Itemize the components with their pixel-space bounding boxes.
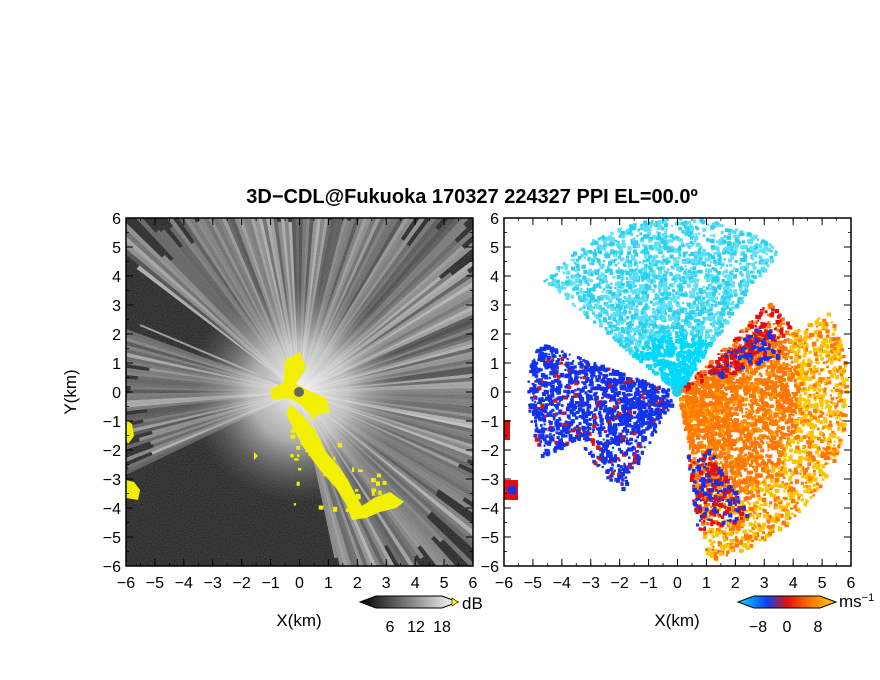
x-tick-label-R-7: 1 bbox=[702, 575, 711, 592]
velocity-colorbar-label: ms−1 bbox=[839, 592, 874, 611]
x-tick-label-L-2: −4 bbox=[175, 575, 193, 592]
intensity-colorbar: 6 12 18 dB bbox=[358, 594, 483, 636]
y-tick-label-R-11: −5 bbox=[481, 530, 499, 547]
y-tick-label-L-1: 5 bbox=[112, 240, 121, 257]
x-tick-label-R-10: 4 bbox=[789, 575, 798, 592]
y-tick-label-L-7: −1 bbox=[103, 414, 121, 431]
x-tick-label-R-5: −1 bbox=[639, 575, 657, 592]
x-tick-label-L-10: 4 bbox=[411, 575, 420, 592]
x-tick-label-L-6: 0 bbox=[295, 575, 304, 592]
right-xlabel: X(km) bbox=[654, 611, 699, 630]
y-tick-label-L-6: 0 bbox=[112, 385, 121, 402]
highlight-regions bbox=[126, 352, 404, 520]
x-tick-label-R-4: −2 bbox=[611, 575, 629, 592]
velocity-colorbar-tick-1: 0 bbox=[783, 619, 792, 636]
velocity-panel: −6 −5 −4 −3 −2 −1 0 1 2 3 4 5 6 6 5 4 3 2 1 0 −1 −2 −3 −4 −5 −6 bbox=[481, 211, 856, 592]
velocity-axes: −6 −5 −4 −3 −2 −1 0 1 2 3 4 5 6 6 5 4 3 2 1 0 −1 −2 −3 −4 −5 −6 bbox=[481, 211, 856, 592]
x-tick-label-L-3: −3 bbox=[204, 575, 222, 592]
left-xlabel: X(km) bbox=[276, 611, 321, 630]
intensity-colorbar-tick-2: 18 bbox=[433, 619, 451, 636]
x-tick-label-L-8: 2 bbox=[353, 575, 362, 592]
x-tick-label-L-12: 6 bbox=[469, 575, 478, 592]
figure-title: 3D−CDL@Fukuoka 170327 224327 PPI EL=00.0… bbox=[246, 186, 698, 208]
intensity-colorbar-label: dB bbox=[462, 594, 483, 613]
x-tick-label-L-11: 5 bbox=[440, 575, 449, 592]
y-tick-label-L-9: −3 bbox=[103, 472, 121, 489]
x-tick-label-L-0: −6 bbox=[117, 575, 135, 592]
y-tick-label-L-10: −4 bbox=[103, 501, 121, 518]
y-tick-label-R-1: 5 bbox=[490, 240, 499, 257]
y-tick-label-L-12: −6 bbox=[103, 559, 121, 576]
x-tick-label-L-4: −2 bbox=[233, 575, 251, 592]
x-tick-label-R-9: 3 bbox=[760, 575, 769, 592]
velocity-colorbar-tick-2: 8 bbox=[814, 619, 823, 636]
velocity-colorbar: −8 0 8 ms−1 bbox=[736, 592, 874, 636]
y-tick-label-R-8: −2 bbox=[481, 443, 499, 460]
velocity-rays bbox=[504, 218, 850, 562]
y-tick-label-L-3: 3 bbox=[112, 298, 121, 315]
x-tick-label-R-2: −4 bbox=[553, 575, 571, 592]
intensity-colorbar-tick-1: 12 bbox=[407, 619, 425, 636]
intensity-axes: −6 −5 −4 −3 −2 −1 0 1 2 3 4 5 6 6 5 4 3 2 1 0 −1 −2 −3 −4 −5 −6 bbox=[103, 211, 478, 592]
y-tick-label-R-2: 4 bbox=[490, 269, 499, 286]
y-tick-label-R-4: 2 bbox=[490, 327, 499, 344]
y-tick-label-L-2: 4 bbox=[112, 269, 121, 286]
y-tick-label-L-5: 1 bbox=[112, 356, 121, 373]
x-tick-label-R-11: 5 bbox=[818, 575, 827, 592]
y-tick-label-L-4: 2 bbox=[112, 327, 121, 344]
x-tick-label-L-9: 3 bbox=[382, 575, 391, 592]
y-tick-label-R-7: −1 bbox=[481, 414, 499, 431]
x-tick-label-R-6: 0 bbox=[673, 575, 682, 592]
intensity-colorbar-tick-0: 6 bbox=[386, 619, 395, 636]
y-tick-label-R-5: 1 bbox=[490, 356, 499, 373]
intensity-panel: −6 −5 −4 −3 −2 −1 0 1 2 3 4 5 6 6 5 4 3 2 1 0 −1 −2 −3 −4 −5 −6 bbox=[103, 211, 478, 592]
x-tick-label-R-3: −3 bbox=[582, 575, 600, 592]
x-tick-label-L-7: 1 bbox=[324, 575, 333, 592]
y-tick-label-R-9: −3 bbox=[481, 472, 499, 489]
y-tick-label-L-8: −2 bbox=[103, 443, 121, 460]
x-tick-label-R-12: 6 bbox=[847, 575, 856, 592]
x-tick-label-R-1: −5 bbox=[524, 575, 542, 592]
x-tick-label-L-1: −5 bbox=[146, 575, 164, 592]
x-tick-label-R-0: −6 bbox=[495, 575, 513, 592]
y-tick-label-R-3: 3 bbox=[490, 298, 499, 315]
y-tick-label-L-0: 6 bbox=[112, 211, 121, 228]
x-tick-label-R-8: 2 bbox=[731, 575, 740, 592]
y-tick-label-R-10: −4 bbox=[481, 501, 499, 518]
y-tick-label-R-6: 0 bbox=[490, 385, 499, 402]
left-ylabel: Y(km) bbox=[61, 369, 80, 414]
y-tick-label-R-0: 6 bbox=[490, 211, 499, 228]
y-tick-label-L-11: −5 bbox=[103, 530, 121, 547]
y-tick-label-R-12: −6 bbox=[481, 559, 499, 576]
x-tick-label-L-5: −1 bbox=[261, 575, 279, 592]
velocity-colorbar-tick-0: −8 bbox=[749, 619, 767, 636]
